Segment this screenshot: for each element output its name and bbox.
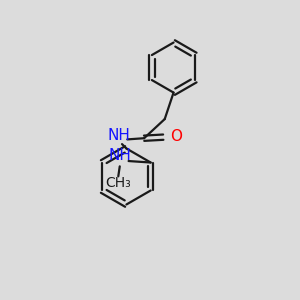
Text: NH: NH	[108, 148, 131, 163]
Text: NH: NH	[108, 128, 130, 143]
Text: O: O	[170, 129, 182, 144]
Text: CH₃: CH₃	[105, 176, 131, 190]
